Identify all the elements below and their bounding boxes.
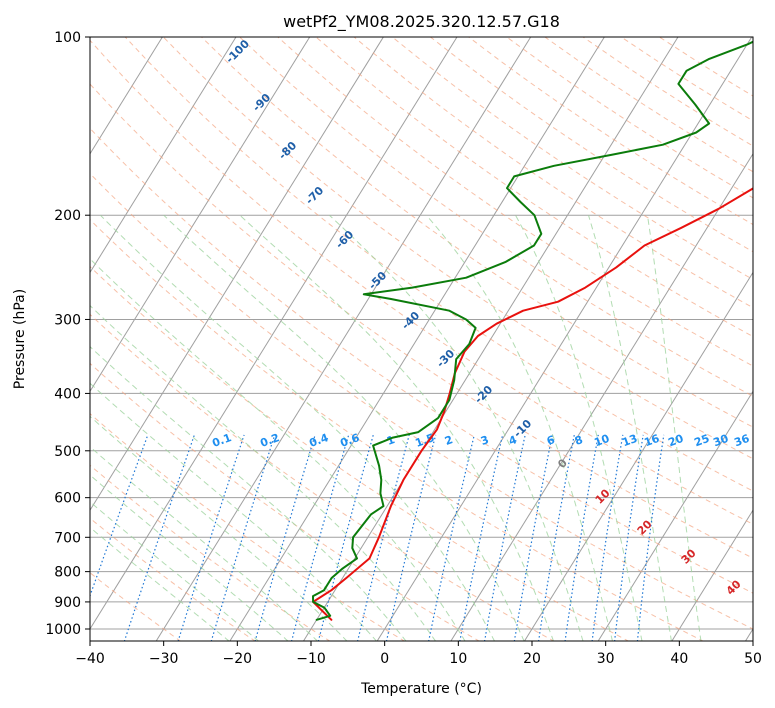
x-tick-label: 30 (597, 651, 615, 667)
moist-adiabat-line (90, 346, 407, 641)
mixing-ratio-label: 3 (479, 433, 491, 448)
y-tick-label: 100 (54, 30, 81, 46)
dry-adiabat-line (90, 362, 480, 641)
dry-adiabat-line (239, 37, 753, 397)
moist-adiabat-line (90, 258, 466, 641)
mixing-ratio-label: 25 (692, 432, 711, 449)
isotherm-line (155, 37, 532, 641)
isotherm-line (90, 37, 237, 274)
isotherm-line (90, 37, 384, 512)
y-tick-label: 500 (54, 444, 81, 460)
x-tick-label: −20 (223, 651, 253, 667)
mixing-ratio-line (90, 434, 149, 598)
mixing-ratio-label: 30 (711, 432, 730, 450)
moist-adiabat-line (90, 415, 348, 641)
dry-adiabat-line (162, 37, 753, 460)
x-tick-label: −30 (149, 651, 179, 667)
moist-adiabat-line (90, 304, 437, 641)
y-tick-label: 900 (54, 595, 81, 611)
thermodynamic-lines (90, 37, 753, 641)
mixing-ratio-line (254, 434, 316, 641)
dry-adiabat-line (90, 313, 555, 641)
mixing-ratio-line (591, 434, 624, 641)
x-tick-label: −10 (296, 651, 326, 667)
x-tick-label: 40 (670, 651, 688, 667)
mixing-ratio-line (291, 434, 350, 641)
mixing-ratio-label: 20 (666, 432, 685, 450)
y-tick-label: 300 (54, 312, 81, 328)
mixing-ratio-label: 6 (545, 433, 557, 448)
mixing-ratio-line (537, 434, 575, 641)
isotherm-line (229, 37, 605, 641)
mixing-ratio-line (357, 434, 410, 641)
isotherm-line (450, 152, 753, 641)
y-tick-label: 600 (54, 491, 81, 507)
isotherm-line (376, 37, 753, 641)
moist-adiabat-line (647, 215, 702, 641)
moist-adiabat-line (239, 214, 555, 641)
isotherm-line (671, 509, 753, 641)
mixing-ratio-line (385, 434, 437, 641)
moist-adiabat-line (588, 215, 672, 641)
moist-adiabat-line (163, 214, 525, 641)
chart-title: wetPf2_YM08.2025.320.12.57.G18 (283, 12, 560, 32)
dry-adiabat-line (315, 37, 753, 338)
moist-adiabat-line (100, 214, 496, 641)
mixing-ratio-label: 1 (385, 433, 397, 448)
moist-adiabat-line (426, 214, 613, 641)
mixing-ratio-line (564, 434, 599, 641)
mixing-ratio-line (636, 434, 665, 641)
mixing-ratio-label: 13 (620, 432, 639, 449)
dry-adiabat-line (90, 413, 406, 641)
axes: −40 −30 −20 −10 0 10 20 30 40 50 1000 900 800 700 600 5… (45, 30, 762, 667)
mixing-ratio-label: 8 (573, 433, 585, 448)
mixing-ratio-label: 0.1 (210, 431, 233, 450)
mixing-ratio-label: 4 (507, 433, 519, 448)
x-tick-label: 50 (744, 651, 762, 667)
mixing-ratio-label: 16 (642, 432, 661, 450)
dry-adiabat-line (90, 517, 256, 641)
mixing-ratio-line (459, 434, 504, 641)
x-tick-label: 10 (449, 651, 467, 667)
moist-adiabat-line (329, 214, 584, 641)
dry-adiabat-line (90, 127, 753, 594)
mixing-ratio-label: 36 (732, 432, 751, 450)
mixing-ratio-label: 0.4 (307, 431, 330, 450)
mixing-ratio-line (428, 434, 475, 641)
dry-adiabat-line (90, 39, 753, 525)
y-tick-label: 200 (54, 208, 81, 224)
x-axis-label: Temperature (°C) (360, 681, 482, 697)
temperature-series-line (312, 187, 753, 621)
plot-frame (89, 36, 754, 642)
profile-series (312, 40, 753, 621)
mixing-ratio-line (614, 434, 644, 641)
y-tick-label: 400 (54, 386, 81, 402)
isotherm-line (90, 37, 311, 393)
x-tick-label: −40 (75, 651, 105, 667)
mixing-ratio-label: 0.2 (258, 431, 281, 450)
isotherm-line (597, 390, 753, 641)
mixing-ratio-label: 2 (443, 433, 455, 448)
mixing-ratio-label: 10 (592, 432, 611, 450)
moist-adiabat-line (90, 382, 378, 641)
dewpoint-series-line (312, 40, 753, 621)
dry-adiabat-line (90, 83, 753, 559)
mixing-ratio-label: 0.6 (338, 431, 361, 450)
dry-adiabat-line (90, 172, 753, 630)
x-tick-label: 20 (523, 651, 541, 667)
mixing-ratio-line (513, 434, 553, 641)
y-tick-label: 1000 (45, 622, 81, 638)
y-tick-label: 700 (54, 530, 81, 546)
mixing-ratio-label: 1.5 (413, 431, 436, 450)
y-axis-label: Pressure (hPa) (12, 289, 28, 389)
x-tick-label: 0 (380, 651, 389, 667)
isotherm-line (90, 37, 163, 155)
moist-adiabat-line (90, 446, 319, 641)
isotherm-line (90, 37, 458, 630)
dry-adiabat-line (90, 464, 331, 641)
dry-adiabat-line (90, 218, 705, 641)
y-tick-label: 800 (54, 565, 81, 581)
mixing-ratio-line (483, 434, 526, 641)
